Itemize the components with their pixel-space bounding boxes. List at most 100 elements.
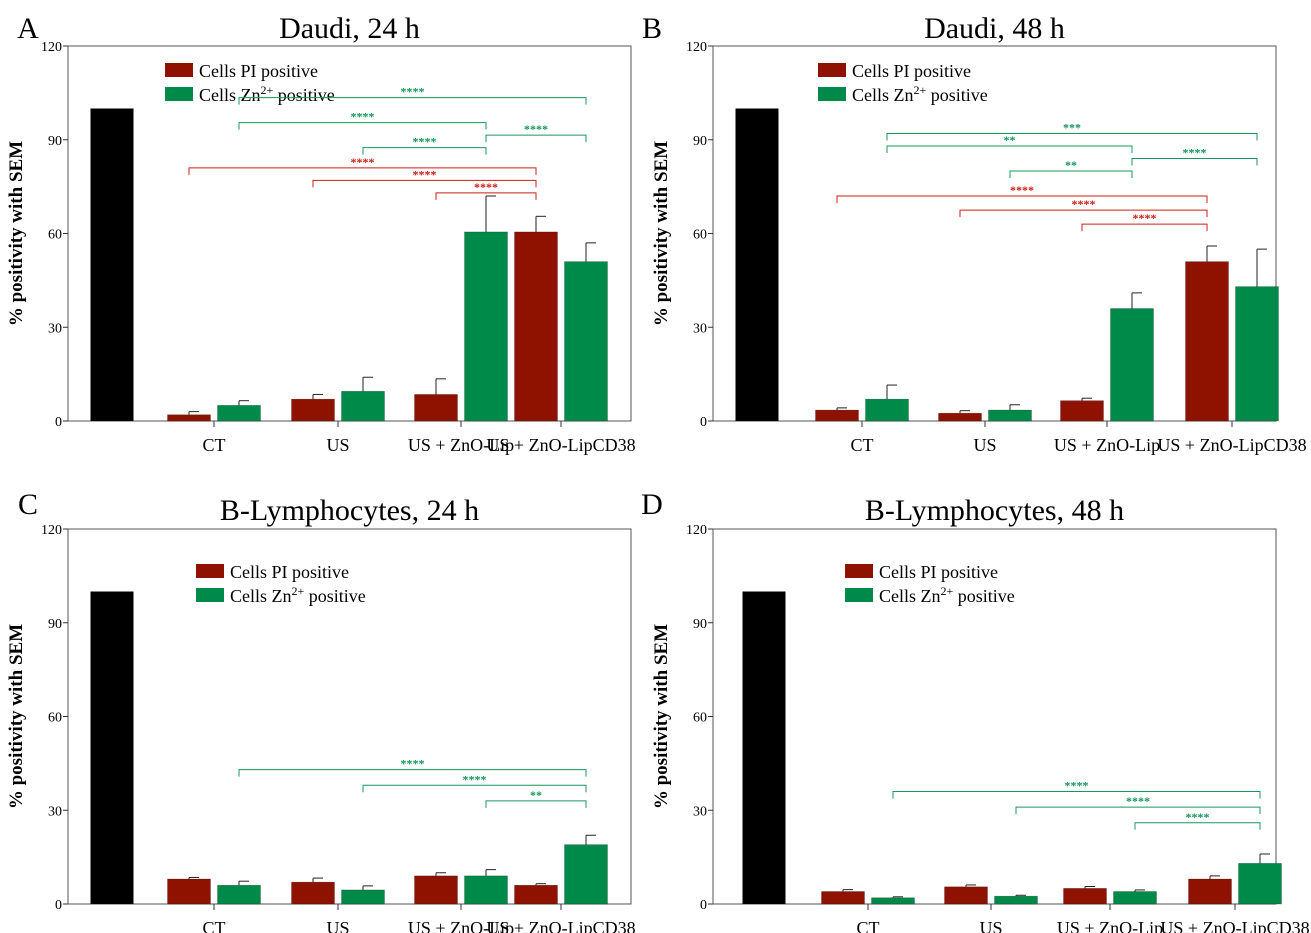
legend-label-zn-sup: 2+ [941, 584, 954, 598]
bracket-line [362, 784, 587, 793]
legend-label-zn-suffix: positive [926, 85, 988, 105]
significance-bracket: **** [238, 757, 587, 777]
significance-bracket: **** [238, 110, 487, 130]
bar-zn [988, 409, 1032, 422]
y-tick-label: 0 [700, 898, 707, 913]
significance-label: **** [524, 122, 548, 136]
significance-bracket: **** [1134, 810, 1261, 830]
x-tick-label: US + ZnO-Lip [408, 918, 514, 933]
y-tick-label: 60 [48, 228, 62, 243]
significance-bracket: **** [362, 135, 487, 155]
bar-pi [821, 891, 865, 905]
legend-label-pi: Cells PI positive [230, 562, 349, 582]
panel-label: B [642, 12, 662, 45]
significance-bracket: **** [1131, 146, 1258, 166]
bar-pi [291, 881, 335, 905]
significance-label: ** [1065, 158, 1077, 172]
panel-b: B Daudi, 48 h 0 30 60 90 120 % positivity with … [642, 12, 1307, 455]
legend-label-zn: Cells Zn2+ positive [199, 83, 335, 105]
x-tick-label: US [326, 918, 349, 933]
y-axis-label: % positivity with SEM [651, 624, 672, 809]
bar-zn [1235, 286, 1279, 422]
y-axis-label: % positivity with SEM [6, 141, 27, 326]
bracket-line [485, 800, 587, 808]
y-tick-label: 60 [693, 228, 707, 243]
bar-pi [1063, 888, 1107, 905]
significance-label: **** [1186, 810, 1210, 824]
y-tick-label: 30 [48, 804, 62, 819]
significance-bracket: ** [485, 788, 587, 808]
significance-label: **** [401, 85, 425, 99]
bracket-line [238, 97, 587, 105]
bracket-line [238, 769, 587, 777]
legend-label-zn-base: Cells Zn [879, 586, 941, 606]
bar-pi [167, 414, 211, 422]
y-tick-label: 60 [48, 711, 62, 726]
significance-label: **** [474, 180, 498, 194]
panel-d: D B-Lymphocytes, 48 h 0 30 60 90 120 % positivi… [641, 488, 1309, 933]
legend-label-pi: Cells PI positive [879, 562, 998, 582]
y-tick-label: 120 [41, 40, 62, 55]
x-tick-label: CT [202, 435, 225, 455]
x-tick-label: US + ZnO-Lip [408, 435, 514, 455]
legend-swatch-pi [818, 63, 846, 77]
significance-bracket: **** [435, 180, 537, 200]
significance-bracket: *** [886, 121, 1258, 141]
significance-bracket: ** [886, 133, 1133, 153]
significance-bracket: **** [1081, 211, 1208, 232]
significance-label: **** [1133, 211, 1157, 225]
legend-label-zn-sup: 2+ [914, 83, 927, 97]
x-tick-label: CT [856, 918, 879, 933]
bar-zn [994, 895, 1038, 905]
significance-label: **** [401, 757, 425, 771]
chart-title: Daudi, 24 h [279, 12, 420, 45]
bar-pi [167, 878, 211, 905]
bracket-line [836, 195, 1208, 203]
legend-swatch-zn [818, 87, 846, 101]
x-tick-label: US + ZnO-LipCD38 [486, 435, 635, 455]
y-tick-label: 0 [55, 415, 62, 430]
significance-label: **** [1126, 794, 1150, 808]
panel-a: A Daudi, 24 h 0 30 60 90 120 % positivity with … [6, 12, 636, 455]
bracket-line [892, 791, 1261, 799]
bracket-line [959, 209, 1208, 218]
y-tick-label: 60 [693, 711, 707, 726]
bar-control [735, 108, 779, 421]
y-tick-label: 90 [693, 617, 707, 632]
bracket-line [1131, 158, 1258, 166]
legend-swatch-zn [165, 87, 193, 101]
legend-label-zn-suffix: positive [304, 586, 366, 606]
bar-pi [291, 398, 335, 422]
y-tick-label: 90 [693, 134, 707, 149]
x-tick-label: US + ZnO-Lip [1057, 918, 1163, 933]
bar-pi [1060, 400, 1104, 422]
bracket-line [886, 145, 1133, 153]
bracket-line [1134, 822, 1261, 830]
significance-label: **** [1065, 779, 1089, 793]
bar-pi [1185, 261, 1229, 422]
x-tick-label: CT [202, 918, 225, 933]
bar-zn [865, 398, 909, 422]
legend-label-zn-base: Cells Zn [199, 85, 261, 105]
panel-label: D [641, 488, 663, 521]
y-tick-label: 0 [55, 898, 62, 913]
legend-label-zn-base: Cells Zn [852, 85, 914, 105]
bracket-line [312, 179, 537, 188]
bracket-line [485, 134, 587, 143]
bar-zn [217, 884, 261, 905]
bar-zn [564, 261, 608, 422]
significance-label: **** [1010, 183, 1034, 197]
legend-swatch-pi [165, 63, 193, 77]
bracket-line [1015, 806, 1261, 815]
significance-bracket: **** [959, 197, 1208, 218]
significance-bracket: **** [188, 155, 537, 175]
bar-control [90, 108, 134, 421]
chart-title: Daudi, 48 h [924, 12, 1065, 45]
significance-bracket: **** [312, 167, 537, 188]
bar-zn [464, 875, 508, 905]
x-tick-label: US + ZnO-LipCD38 [486, 918, 635, 933]
y-tick-label: 30 [693, 804, 707, 819]
y-tick-label: 120 [686, 523, 707, 538]
bar-pi [414, 394, 458, 422]
